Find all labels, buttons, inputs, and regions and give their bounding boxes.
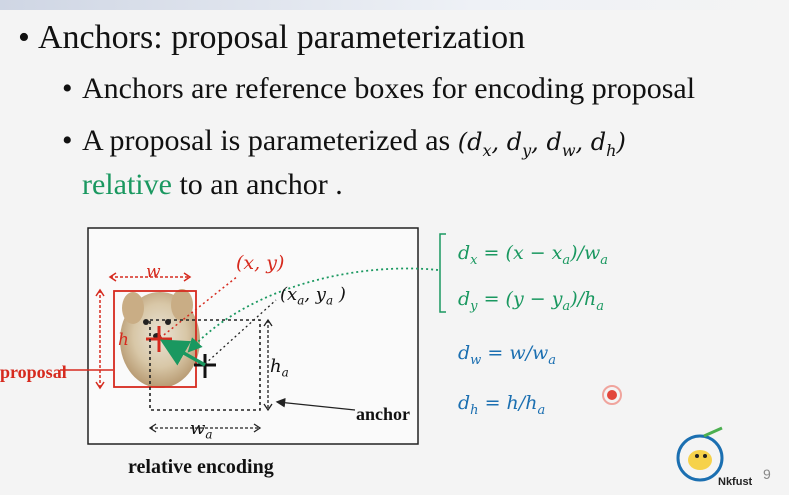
anchor-label-leader bbox=[275, 397, 356, 411]
ha-label: ha bbox=[270, 356, 289, 380]
equation-brace bbox=[439, 233, 446, 313]
anchor-label: anchor bbox=[356, 404, 410, 424]
xaya-label: (xa, ya ) bbox=[280, 284, 346, 308]
wa-label: wa bbox=[190, 418, 213, 442]
h-label: h bbox=[118, 330, 129, 350]
slide-title: • Anchors: proposal parameterization bbox=[18, 19, 526, 56]
bullet-anchors-definition: • Anchors are reference boxes for encodin… bbox=[62, 72, 696, 105]
w-label: w bbox=[146, 262, 161, 282]
top-decoration bbox=[0, 0, 789, 10]
diagram-caption: relative encoding bbox=[128, 456, 274, 478]
image-frame bbox=[87, 227, 419, 445]
xaya-leader bbox=[204, 299, 277, 365]
xy-label: (x, y) bbox=[236, 252, 285, 274]
equation-dy: dy = (y − ya)/ha bbox=[458, 288, 605, 314]
relative-word: relative bbox=[82, 168, 172, 201]
anchor-box bbox=[149, 319, 261, 411]
equation-connector bbox=[187, 267, 439, 353]
bullet-parameterization: • A proposal is parameterized as (dx, dy,… bbox=[62, 124, 626, 160]
proposal-label: proposal bbox=[0, 362, 67, 382]
page-number: 9 bbox=[763, 466, 771, 482]
equation-dh: dh = h/ha bbox=[458, 392, 546, 418]
offset-arrow bbox=[159, 339, 206, 367]
bullet-parameterization-line2: relative to an anchor . bbox=[82, 168, 343, 201]
pointer-dot bbox=[607, 390, 617, 400]
nkfust-logo bbox=[676, 426, 724, 482]
xy-leader bbox=[159, 275, 239, 339]
equation-dw: dw = w/wa bbox=[458, 342, 557, 368]
logo-text: Nkfust bbox=[718, 476, 753, 488]
equation-dx: dx = (x − xa)/wa bbox=[458, 242, 608, 268]
